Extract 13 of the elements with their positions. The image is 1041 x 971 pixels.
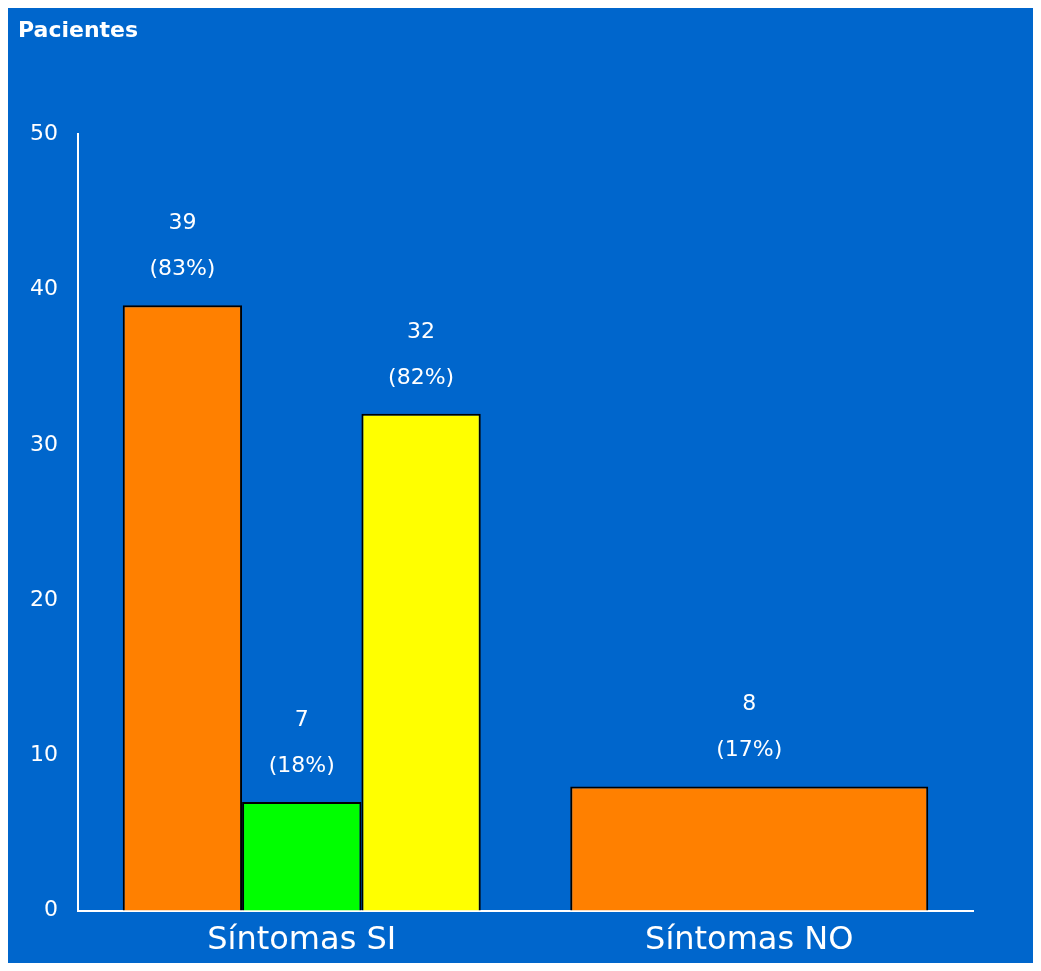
y-tick-label: 40 [29, 275, 58, 301]
x-tick-label: Síntomas SI [207, 919, 397, 958]
y-tick-label: 30 [29, 430, 58, 456]
data-label: 7 (18%) [268, 705, 335, 777]
y-tick-label: 0 [43, 896, 58, 922]
x-tick-label: Síntomas NO [645, 919, 854, 958]
y-tick-label: 50 [29, 120, 58, 146]
y-tick-label: 10 [29, 741, 58, 767]
y-axis-title: Pacientes [18, 16, 139, 42]
data-label: 8 (17%) [716, 690, 783, 762]
data-label: 39 (83%) [149, 209, 216, 281]
y-tick-label: 20 [29, 585, 58, 611]
data-label: 32 (82%) [388, 317, 455, 389]
